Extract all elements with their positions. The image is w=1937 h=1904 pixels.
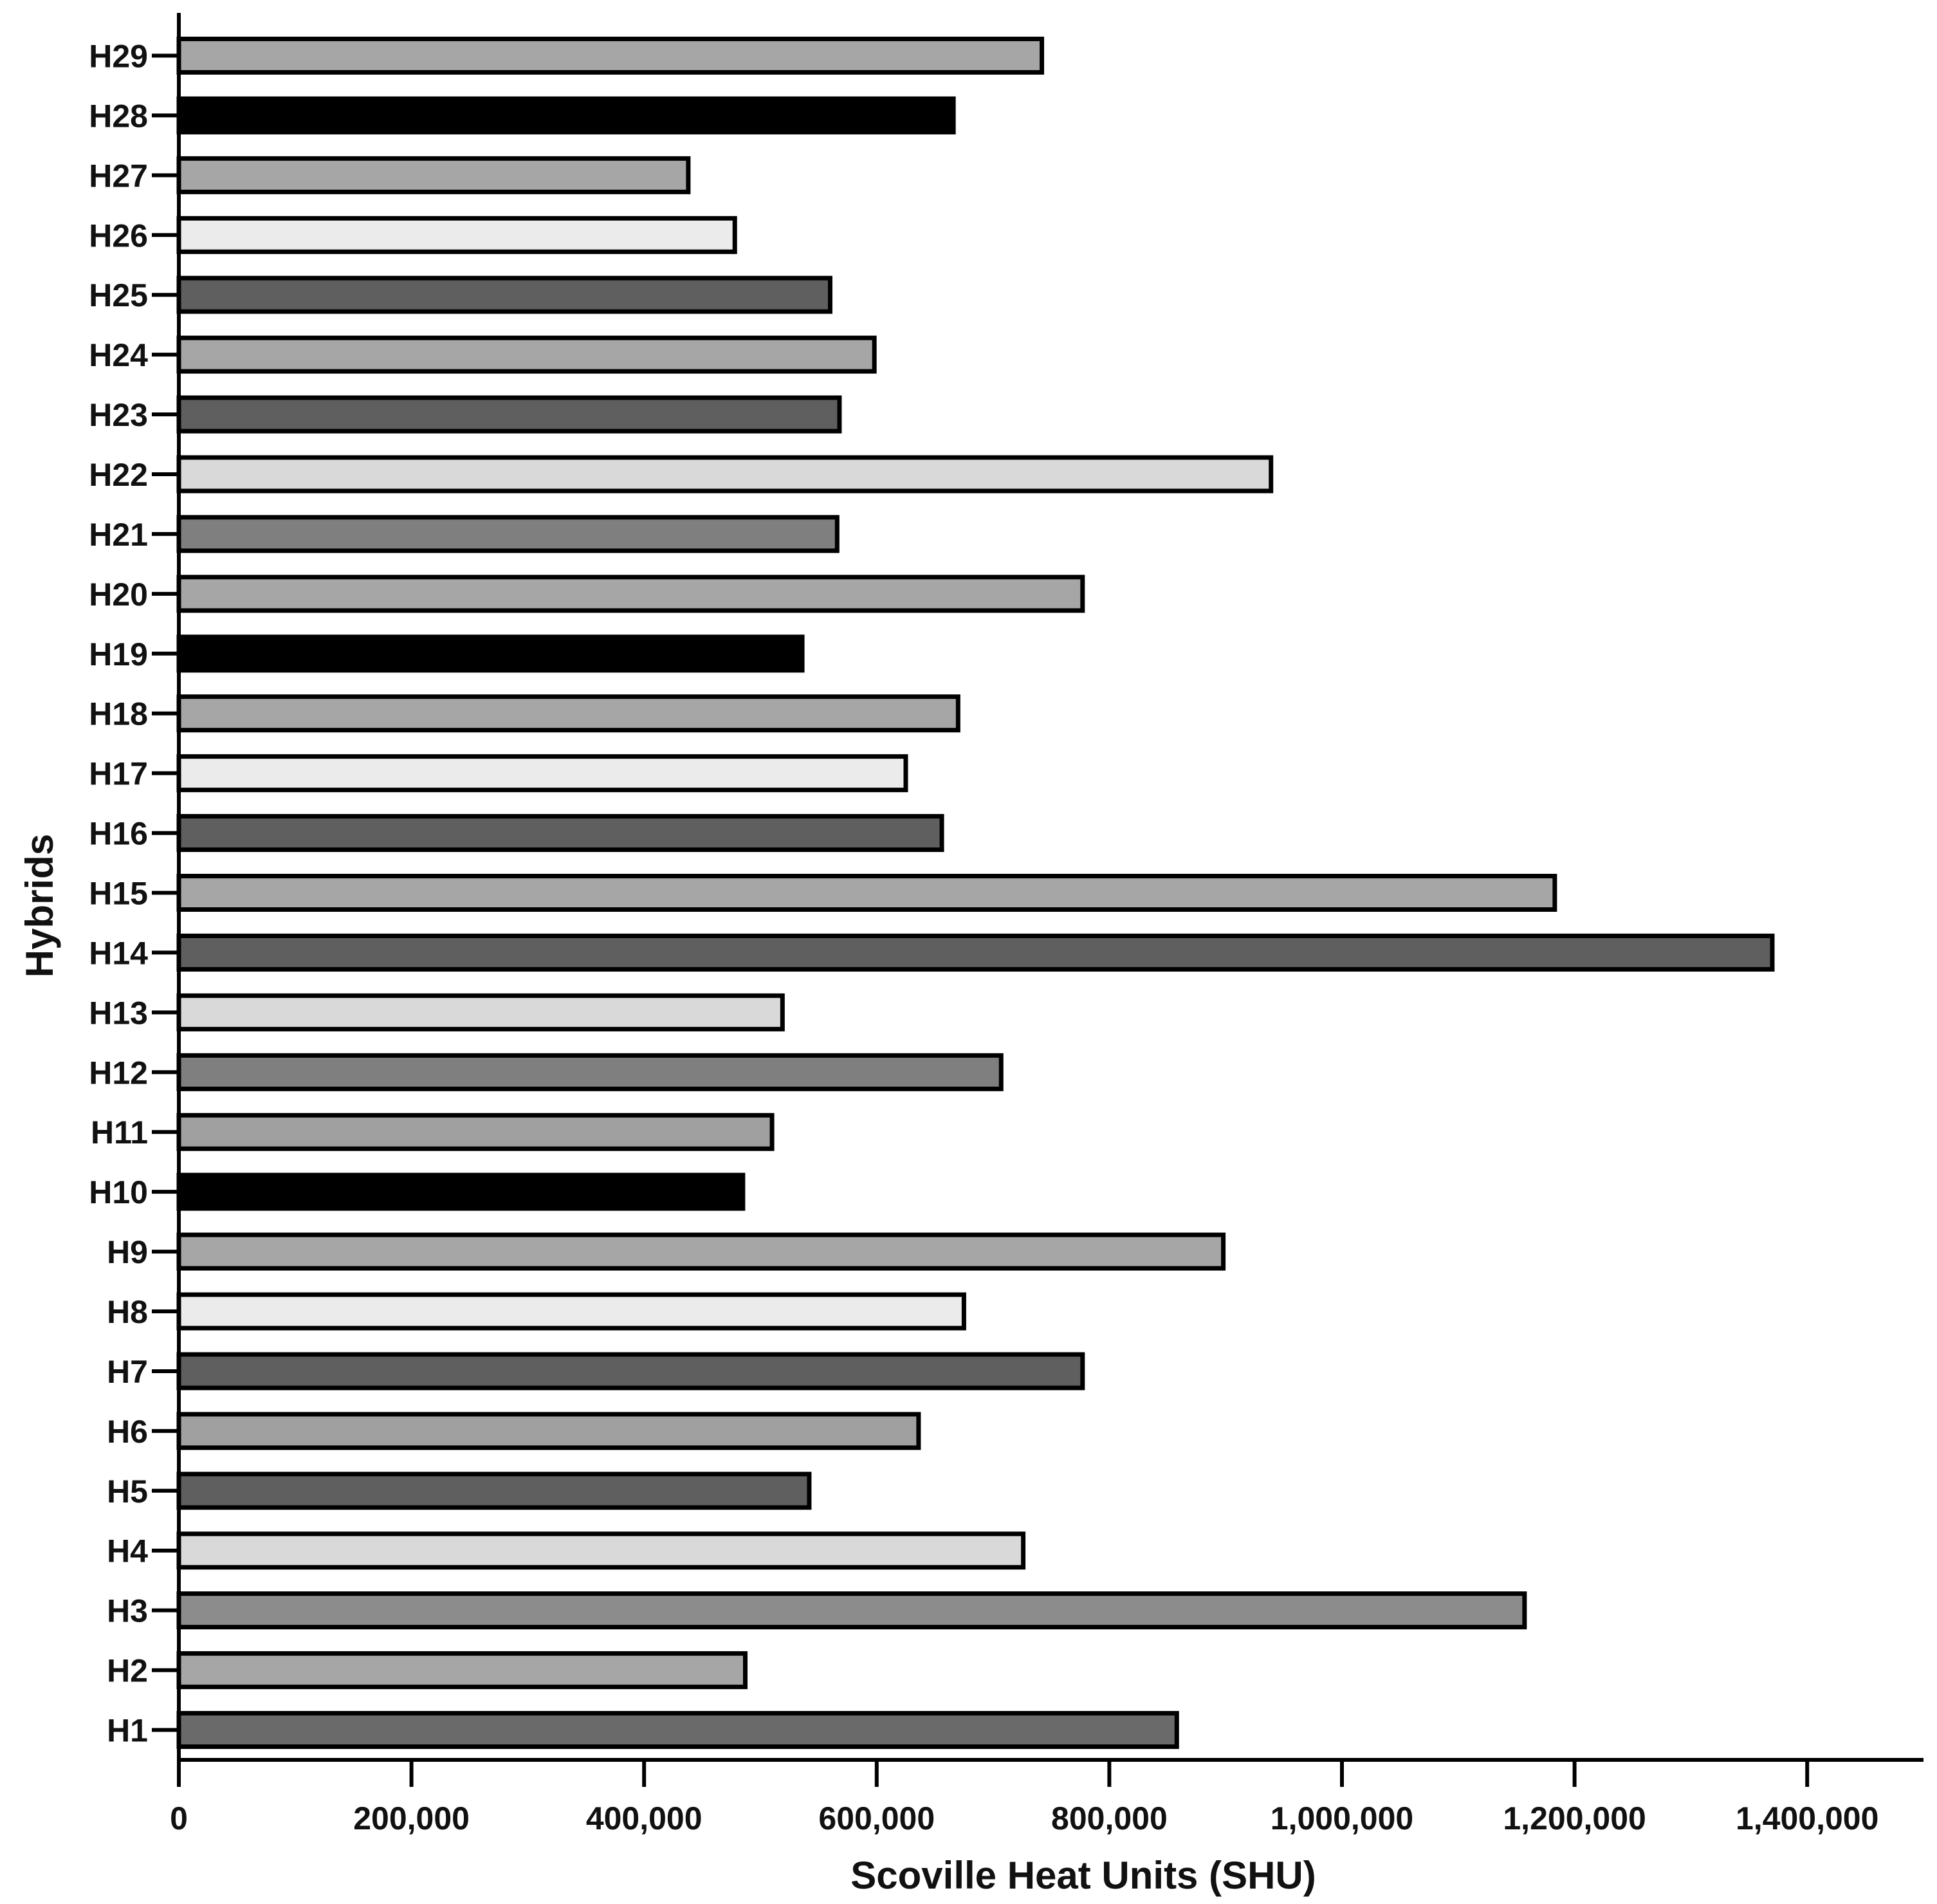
bar-h3	[176, 1591, 1527, 1630]
y-tick-label: H26	[89, 217, 148, 254]
y-tick-label: H5	[107, 1474, 148, 1510]
y-tick-label: H24	[89, 337, 148, 373]
bar-h17	[176, 754, 908, 793]
bar-h10	[176, 1172, 746, 1211]
bar-h14	[176, 933, 1775, 972]
bar-h1	[176, 1711, 1179, 1750]
y-tick-label: H16	[89, 816, 148, 852]
bar-h23	[176, 395, 842, 434]
bars-group	[176, 36, 1775, 1750]
y-tick-label: H13	[89, 995, 148, 1031]
bar-h29	[176, 36, 1045, 75]
bar-h5	[176, 1472, 812, 1510]
x-tick-label: 0	[170, 1800, 188, 1836]
y-tick-label: H11	[91, 1114, 148, 1151]
y-tick-label: H22	[89, 457, 148, 493]
bar-h25	[176, 275, 832, 314]
y-tick-label: H1	[107, 1713, 148, 1749]
y-tick-label: H20	[89, 577, 148, 613]
y-tick-label: H2	[107, 1653, 148, 1689]
bar-h18	[176, 694, 960, 733]
bar-h8	[176, 1292, 966, 1331]
x-axis-title: Scoville Heat Units (SHU)	[850, 1854, 1316, 1897]
y-tick-label: H6	[107, 1414, 148, 1450]
y-tick-label: H23	[89, 397, 148, 433]
bar-h13	[176, 993, 785, 1031]
bar-h28	[176, 96, 956, 134]
y-tick-label: H29	[89, 38, 148, 74]
y-tick-label: H21	[89, 517, 148, 553]
x-axis-ticks: 0 200,000 400,000 600,000 800,000 1,000,000 1,…	[170, 1760, 1878, 1836]
x-tick-label: 200,000	[353, 1800, 470, 1836]
bar-h22	[176, 455, 1274, 494]
bar-h11	[176, 1113, 775, 1151]
y-tick-label: H10	[89, 1174, 148, 1210]
y-tick-label: H18	[89, 696, 148, 732]
bar-h12	[176, 1053, 1004, 1091]
y-axis-ticks: H1 H2 H3 H4 H5 H6 H7 H8 H9 H10 H11 H12 H13 H14 H15 H16 H…	[89, 38, 179, 1749]
x-tick-label: 800,000	[1051, 1800, 1168, 1836]
y-tick-label: H25	[89, 277, 148, 313]
y-tick-label: H15	[89, 876, 148, 912]
bar-h15	[176, 874, 1557, 912]
bar-h7	[176, 1352, 1085, 1391]
bar-h24	[176, 335, 877, 374]
y-tick-label: H12	[89, 1055, 148, 1091]
y-tick-label: H14	[89, 935, 148, 971]
y-tick-label: H27	[89, 158, 148, 194]
bar-h4	[176, 1531, 1026, 1570]
y-tick-label: H3	[107, 1593, 148, 1629]
bar-h26	[176, 216, 737, 254]
y-tick-label: H19	[89, 636, 148, 672]
x-tick-label: 1,200,000	[1503, 1800, 1646, 1836]
bar-h27	[176, 156, 691, 194]
x-tick-label: 400,000	[586, 1800, 702, 1836]
y-tick-label: H17	[89, 756, 148, 792]
x-tick-label: 1,000,000	[1271, 1800, 1413, 1836]
y-tick-label: H28	[89, 98, 148, 134]
bar-h19	[176, 634, 805, 673]
y-tick-label: H8	[107, 1294, 148, 1330]
y-axis-title: Hybrids	[18, 834, 61, 977]
bar-h9	[176, 1232, 1226, 1271]
x-tick-label: 1,400,000	[1736, 1800, 1878, 1836]
bar-h20	[176, 575, 1085, 613]
y-tick-label: H7	[107, 1354, 148, 1390]
bar-h16	[176, 814, 944, 853]
bar-h2	[176, 1651, 748, 1690]
y-tick-label: H9	[107, 1234, 148, 1270]
x-tick-label: 600,000	[818, 1800, 935, 1836]
bar-h21	[176, 515, 840, 553]
y-tick-label: H4	[107, 1533, 148, 1569]
bar-h6	[176, 1412, 921, 1450]
